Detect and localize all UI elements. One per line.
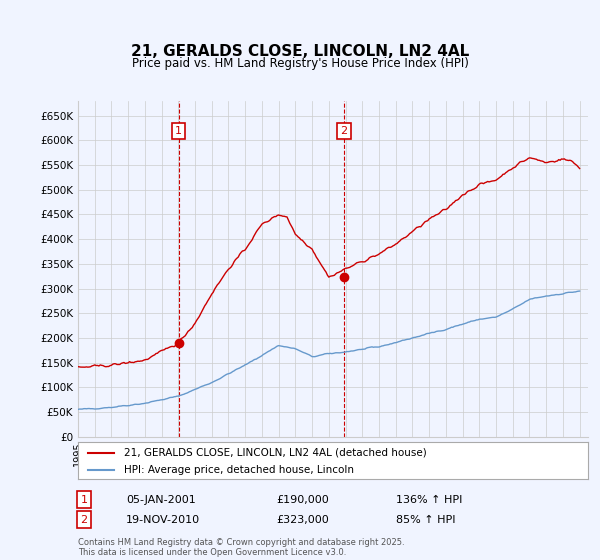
Text: 05-JAN-2001: 05-JAN-2001: [126, 494, 196, 505]
Text: 19-NOV-2010: 19-NOV-2010: [126, 515, 200, 525]
Text: 2: 2: [80, 515, 88, 525]
Text: 2: 2: [340, 126, 347, 136]
Text: £323,000: £323,000: [276, 515, 329, 525]
Text: 85% ↑ HPI: 85% ↑ HPI: [396, 515, 455, 525]
Text: Contains HM Land Registry data © Crown copyright and database right 2025.
This d: Contains HM Land Registry data © Crown c…: [78, 538, 404, 557]
Text: 1: 1: [175, 126, 182, 136]
Text: 21, GERALDS CLOSE, LINCOLN, LN2 4AL: 21, GERALDS CLOSE, LINCOLN, LN2 4AL: [131, 44, 469, 59]
Text: Price paid vs. HM Land Registry's House Price Index (HPI): Price paid vs. HM Land Registry's House …: [131, 57, 469, 70]
Text: 136% ↑ HPI: 136% ↑ HPI: [396, 494, 463, 505]
Text: 21, GERALDS CLOSE, LINCOLN, LN2 4AL (detached house): 21, GERALDS CLOSE, LINCOLN, LN2 4AL (det…: [124, 447, 427, 458]
Text: 1: 1: [80, 494, 88, 505]
Text: HPI: Average price, detached house, Lincoln: HPI: Average price, detached house, Linc…: [124, 465, 354, 475]
Text: £190,000: £190,000: [276, 494, 329, 505]
